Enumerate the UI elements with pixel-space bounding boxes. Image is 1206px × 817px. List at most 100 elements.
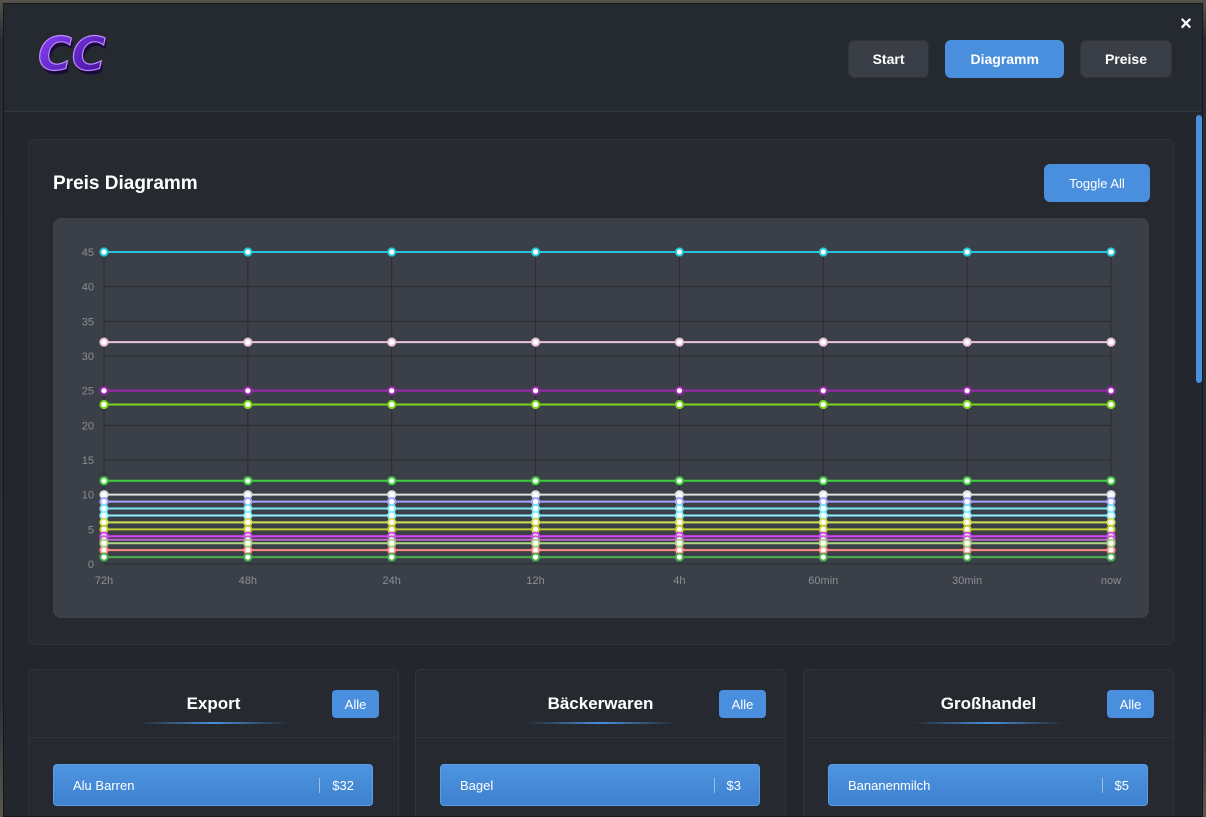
y-tick-label: 0 (88, 559, 94, 571)
data-point (674, 247, 685, 257)
item-price: $32 (319, 778, 354, 793)
x-tick-label: 60min (808, 575, 838, 587)
data-point (674, 386, 685, 396)
data-point (387, 247, 397, 257)
data-point (243, 399, 253, 410)
main-nav: Start Diagramm Preise (847, 40, 1172, 78)
x-tick-label: now (1101, 575, 1121, 587)
data-point (243, 538, 253, 548)
chart-panel: Preis Diagramm Toggle All 0 5 10 15 20 25 30 35… (28, 139, 1174, 645)
data-point (530, 476, 541, 486)
card-header: Bäckerwaren Alle (416, 670, 785, 738)
data-point (1106, 552, 1116, 562)
data-point (99, 538, 109, 548)
card-title: Export (186, 694, 241, 713)
alle-button[interactable]: Alle (719, 690, 766, 718)
data-point (387, 476, 397, 486)
toggle-all-button[interactable]: Toggle All (1044, 164, 1150, 202)
data-point (962, 399, 972, 410)
item-price: $3 (713, 778, 741, 793)
alle-button[interactable]: Alle (1107, 690, 1154, 718)
app-window: CC CC Start Diagramm Preise × Preis Diag… (3, 3, 1203, 817)
data-point (674, 552, 685, 562)
data-point (1106, 476, 1116, 486)
item-name: Bananenmilch (848, 778, 931, 793)
data-point (530, 337, 541, 347)
card-header: Export Alle (29, 670, 398, 738)
scrollbar-thumb[interactable] (1196, 115, 1202, 383)
title-underline (525, 722, 676, 724)
close-icon[interactable]: × (1180, 13, 1192, 35)
y-tick-label: 20 (82, 420, 94, 432)
price-line-chart: 0 5 10 15 20 25 30 35 40 45 72h 48h 24h 12h 4h 60min 30m… (82, 247, 1121, 587)
list-item[interactable]: Bagel $3 (440, 764, 760, 806)
x-tick-label: 72h (95, 575, 113, 587)
data-point (1106, 247, 1116, 257)
data-point (674, 399, 685, 410)
data-point (387, 538, 397, 548)
y-tick-label: 45 (82, 247, 94, 259)
list-item[interactable]: Bananenmilch $5 (828, 764, 1148, 806)
nav-diagramm-button[interactable]: Diagramm (945, 40, 1064, 78)
category-card-baeckerwaren: Bäckerwaren Alle Bagel $3 (415, 669, 786, 816)
header: CC CC Start Diagramm Preise × (4, 4, 1202, 112)
card-title: Großhandel (940, 694, 1037, 713)
x-tick-label: 48h (239, 575, 257, 587)
data-point (243, 476, 253, 486)
data-point (674, 476, 685, 486)
data-point (530, 399, 541, 410)
data-point (99, 386, 109, 396)
data-point (818, 476, 828, 486)
x-tick-label: 12h (526, 575, 544, 587)
data-point (387, 552, 397, 562)
data-point (1106, 538, 1116, 548)
data-point (99, 337, 109, 347)
y-tick-label: 35 (82, 316, 94, 328)
data-point (818, 399, 828, 410)
data-point (962, 337, 972, 347)
data-point (243, 552, 253, 562)
nav-preise-button[interactable]: Preise (1079, 40, 1172, 78)
data-point (962, 476, 972, 486)
chart-area: 0 5 10 15 20 25 30 35 40 45 72h 48h 24h 12h 4h 60min 30m… (53, 218, 1149, 618)
data-point (962, 552, 972, 562)
y-tick-label: 30 (82, 351, 94, 363)
y-tick-label: 25 (82, 386, 94, 398)
data-point (818, 538, 828, 548)
data-point (99, 399, 109, 410)
data-point (674, 538, 685, 548)
y-tick-label: 5 (88, 524, 94, 536)
data-point (818, 247, 828, 257)
title-underline (913, 722, 1064, 724)
y-tick-label: 15 (82, 455, 94, 467)
category-card-grosshandel: Großhandel Alle Bananenmilch $5 (803, 669, 1174, 816)
item-price: $5 (1101, 778, 1129, 793)
data-point (99, 247, 109, 257)
y-tick-label: 10 (82, 490, 94, 502)
category-cards: Export Alle Alu Barren $32 Bäckerwaren A… (28, 669, 1174, 816)
card-header: Großhandel Alle (804, 670, 1173, 738)
data-point (387, 386, 397, 396)
card-title: Bäckerwaren (547, 694, 654, 713)
data-point (1106, 399, 1116, 410)
data-point (530, 247, 541, 257)
x-tick-label: 24h (383, 575, 401, 587)
data-point (530, 552, 541, 562)
svg-text:CC: CC (38, 27, 106, 81)
title-underline (138, 722, 289, 724)
item-name: Alu Barren (73, 778, 135, 793)
category-card-export: Export Alle Alu Barren $32 (28, 669, 399, 816)
item-name: Bagel (460, 778, 494, 793)
nav-start-button[interactable]: Start (847, 40, 930, 78)
chart-panel-title: Preis Diagramm (53, 173, 198, 194)
data-point (243, 247, 253, 257)
x-tick-label: 30min (952, 575, 982, 587)
list-item[interactable]: Alu Barren $32 (53, 764, 373, 806)
data-point (387, 337, 397, 347)
data-point (387, 399, 397, 410)
alle-button[interactable]: Alle (332, 690, 379, 718)
data-point (243, 386, 253, 396)
main-content: Preis Diagramm Toggle All 0 5 10 15 20 25 30 35… (4, 113, 1202, 816)
data-point (962, 538, 972, 548)
data-point (1106, 386, 1116, 396)
